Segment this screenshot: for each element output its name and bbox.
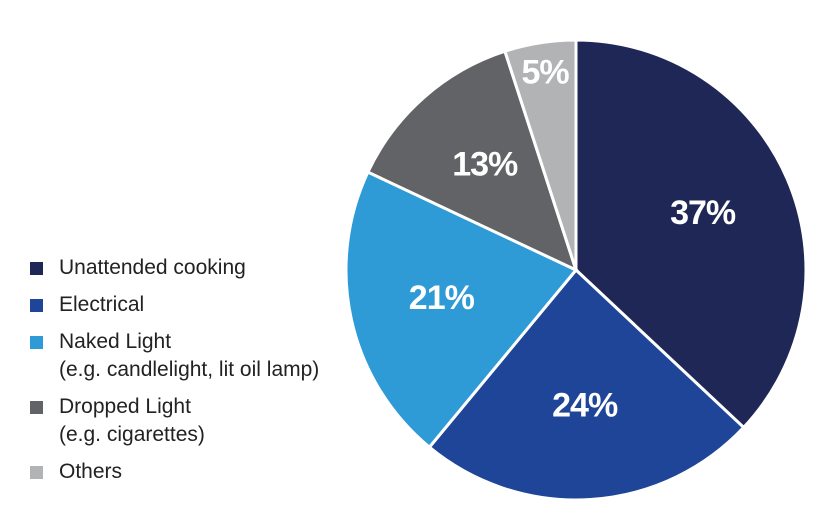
- legend-label: Unattended cooking: [59, 256, 246, 279]
- legend-swatch: [30, 299, 43, 312]
- pie-slice: [344, 170, 579, 450]
- value-label: 37%: [670, 194, 736, 232]
- legend-item: Others: [30, 458, 360, 486]
- legend-swatch: [30, 262, 43, 275]
- value-label: 24%: [552, 387, 618, 425]
- legend-swatch: [30, 336, 43, 349]
- legend-item: Unattended cooking: [30, 254, 360, 282]
- legend-swatch: [30, 401, 43, 414]
- legend-swatch: [30, 466, 43, 479]
- legend-item: Electrical: [30, 291, 360, 319]
- value-label: 21%: [409, 279, 475, 317]
- legend-label: Dropped Light (e.g. cigarettes): [59, 395, 205, 446]
- legend-item: Naked Light (e.g. candlelight, lit oil l…: [30, 328, 360, 384]
- pie-slice: [427, 267, 746, 502]
- pie-slice: [503, 38, 578, 271]
- legend-label: Electrical: [59, 293, 145, 316]
- value-label: 13%: [452, 145, 518, 183]
- pie-slice: [574, 38, 808, 430]
- pie-slice: [365, 49, 579, 273]
- value-label: 5%: [521, 54, 569, 92]
- legend-label: Naked Light (e.g. candlelight, lit oil l…: [59, 330, 320, 381]
- legend-item: Dropped Light (e.g. cigarettes): [30, 393, 360, 449]
- legend-label: Others: [59, 460, 123, 483]
- legend: Unattended cooking Electrical Naked Light …: [30, 254, 360, 495]
